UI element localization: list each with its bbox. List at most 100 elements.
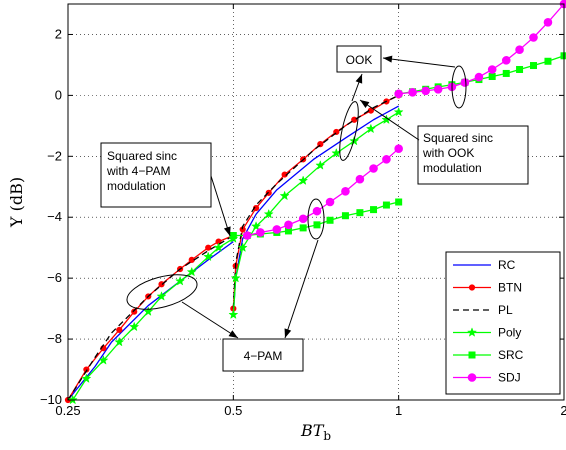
y-axis-title: Υ (dB) (7, 177, 26, 228)
series-line-pl (67, 234, 234, 401)
annotation-text: modulation (423, 161, 482, 175)
annotation-arrow (351, 73, 363, 102)
y-tick-label: −4 (47, 209, 62, 224)
grid (68, 4, 564, 400)
data-point-poly (81, 373, 92, 383)
annotation-text: Squared sinc (423, 131, 493, 145)
series-sdj (242, 0, 566, 240)
data-point-sdj (284, 220, 293, 230)
x-tick-label: 2 (560, 403, 566, 418)
legend-label: BTN (498, 281, 522, 295)
data-point-sdj (382, 155, 391, 164)
data-point-sdj (543, 17, 553, 27)
highlight-ellipse (451, 65, 467, 109)
annotation-box (417, 125, 529, 185)
annotation-text: modulation (107, 179, 166, 193)
data-point-src (356, 209, 364, 217)
data-point-sdj (474, 72, 484, 82)
data-point-sdj (408, 88, 417, 97)
data-point-poly (250, 221, 262, 231)
annotation-text: with 4−PAM (106, 164, 170, 178)
data-point-poly (228, 309, 239, 320)
legend-marker (466, 327, 478, 337)
annotation-text: with OOK (422, 146, 474, 160)
series-line-rc (67, 241, 234, 401)
legend: RC BTN PL Poly SRC SDJ (445, 251, 561, 395)
highlight-ellipse (339, 101, 359, 161)
annotation-text: Squared sinc (107, 149, 177, 163)
legend-entry-rc: RC (453, 258, 516, 272)
annotation-box (100, 142, 212, 208)
x-tick-label: 1 (395, 403, 402, 418)
data-point-btn (131, 308, 138, 315)
x-tick-label: 0.5 (224, 403, 242, 418)
x-axis-title: BTb (300, 421, 331, 443)
data-point-poly (279, 190, 290, 201)
data-point-poly (156, 291, 167, 301)
data-point-sdj (421, 86, 430, 96)
legend-marker (468, 284, 476, 291)
annotation-ook: OOK (336, 45, 382, 73)
data-point-sdj (460, 78, 470, 87)
data-point-sdj (298, 214, 308, 224)
annotation-text: 4−PAM (244, 349, 283, 363)
data-point-poly (365, 123, 376, 134)
legend-entry-sdj: SDJ (453, 371, 521, 385)
data-point-btn (351, 116, 358, 123)
annotation-arrow (181, 301, 239, 339)
legend-box (445, 251, 561, 395)
legend-entry-src: SRC (453, 348, 524, 362)
data-point-src (544, 57, 552, 65)
data-point-poly (263, 208, 274, 219)
y-tick-label: −2 (47, 148, 62, 163)
data-point-src (516, 65, 524, 73)
series-line-pl (232, 94, 399, 309)
data-point-sdj (256, 228, 265, 237)
axis-ticks: 0.25 0.5 1 2 −10 −8 −6 −4 −2 0 2 (40, 4, 566, 418)
data-point-sdj (341, 187, 350, 196)
data-point-poly (143, 306, 154, 316)
data-point-poly (298, 175, 309, 185)
data-point-poly (186, 266, 197, 277)
annotation-text: OOK (346, 53, 373, 67)
legend-label: SDJ (498, 371, 521, 385)
data-point-sdj (515, 45, 524, 54)
y-tick-label: 2 (55, 26, 62, 41)
annotation-arrow (382, 55, 456, 68)
x-tick-label: 0.25 (55, 403, 80, 418)
annotation-pam4: 4−PAM (222, 338, 304, 372)
data-point-sdj (394, 89, 403, 99)
highlight-ellipse (126, 274, 198, 310)
data-point-sdj (325, 197, 335, 207)
annotation-arrow (284, 239, 319, 339)
data-point-src (313, 221, 321, 229)
data-point-sdj (433, 84, 443, 94)
data-point-sdj (369, 164, 378, 173)
data-point-sdj (501, 56, 511, 65)
data-point-sdj (272, 225, 282, 234)
series-pl (67, 94, 399, 401)
data-point-poly (393, 106, 404, 117)
annotation-box (336, 45, 382, 73)
legend-label: PL (498, 303, 513, 317)
data-point-src (530, 62, 538, 70)
legend-entry-btn: BTN (453, 281, 522, 295)
annotation-box (222, 338, 304, 372)
data-point-btn (158, 281, 165, 288)
y-tick-label: −10 (40, 392, 62, 407)
data-point-sdj (312, 206, 322, 216)
data-point-src (502, 69, 510, 77)
data-point-sdj (355, 174, 365, 184)
y-tick-label: −8 (47, 331, 62, 346)
data-point-poly (315, 160, 326, 170)
data-point-poly (213, 242, 224, 253)
legend-marker (468, 351, 476, 359)
data-point-poly (381, 114, 392, 125)
data-point-src (341, 212, 349, 220)
data-point-sdj (242, 231, 252, 240)
